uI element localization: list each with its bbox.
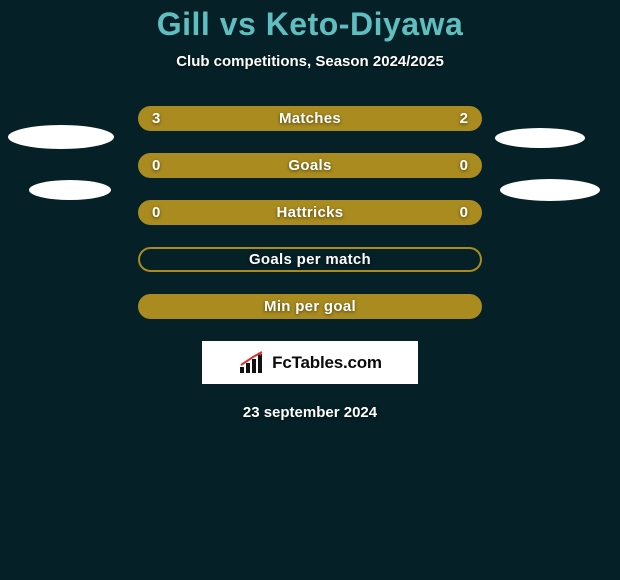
stat-label: Min per goal	[264, 298, 356, 315]
stat-label: Matches	[279, 110, 341, 127]
decorative-ellipse	[29, 180, 111, 200]
stat-bar: 3 Matches 2	[138, 106, 482, 131]
decorative-ellipse	[500, 179, 600, 201]
stat-label: Goals	[288, 157, 331, 174]
stat-value-right: 2	[460, 110, 468, 127]
stat-row: Min per goal	[0, 294, 620, 319]
stat-value-right: 0	[460, 157, 468, 174]
fctables-logo-icon	[238, 351, 266, 375]
branding-text: FcTables.com	[272, 353, 382, 373]
stat-value-left: 3	[152, 110, 160, 127]
stat-row: Goals per match	[0, 247, 620, 272]
stat-bar: Min per goal	[138, 294, 482, 319]
stat-bar: 0 Hattricks 0	[138, 200, 482, 225]
stat-value-left: 0	[152, 157, 160, 174]
stat-row: 0 Hattricks 0	[0, 200, 620, 225]
decorative-ellipse	[495, 128, 585, 148]
comparison-title: Gill vs Keto-Diyawa	[0, 0, 620, 43]
stat-bar: Goals per match	[138, 247, 482, 272]
stat-row: 0 Goals 0	[0, 153, 620, 178]
stat-bar: 0 Goals 0	[138, 153, 482, 178]
stat-value-left: 0	[152, 204, 160, 221]
branding-badge: FcTables.com	[202, 341, 418, 384]
stat-label: Goals per match	[249, 251, 371, 268]
snapshot-date: 23 september 2024	[0, 404, 620, 421]
stat-value-right: 0	[460, 204, 468, 221]
comparison-subtitle: Club competitions, Season 2024/2025	[0, 53, 620, 70]
stat-label: Hattricks	[277, 204, 344, 221]
decorative-ellipse	[8, 125, 114, 149]
